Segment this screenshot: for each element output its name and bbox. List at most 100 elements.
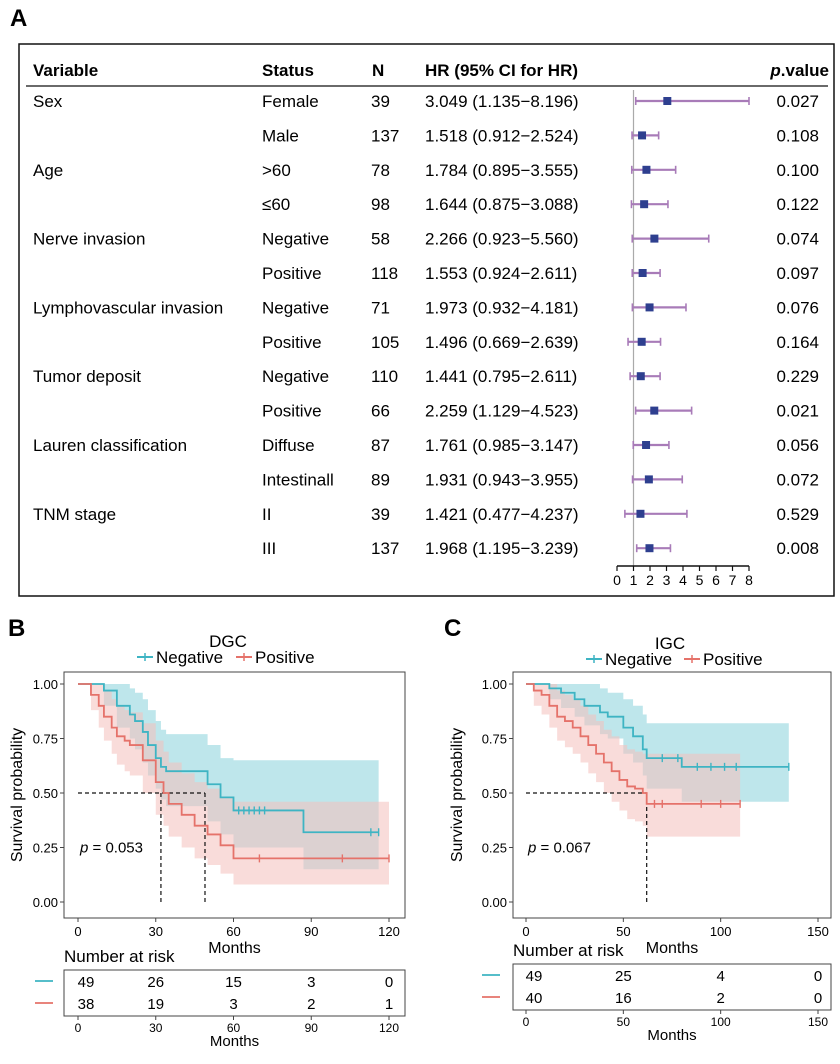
row-pvalue: 0.100 [776, 161, 819, 180]
risk-table-frame [512, 963, 832, 1011]
row-hr-ci: 2.259 (1.129−4.523) [425, 402, 579, 421]
risk-count: 0 [814, 990, 822, 1007]
risk-x-axis-label: Months [647, 1027, 696, 1044]
risk-count: 49 [78, 974, 95, 991]
y-tick-label: 0.75 [33, 732, 58, 747]
row-hr-ci: 1.553 (0.924−2.611) [425, 264, 577, 283]
hr-square [650, 406, 659, 415]
row-variable: Lauren classification [33, 436, 187, 455]
risk-count: 3 [307, 974, 315, 991]
row-n: 89 [371, 470, 390, 489]
row-pvalue: 0.027 [776, 92, 819, 111]
risk-count: 1 [385, 996, 393, 1013]
row-hr-ci: 1.784 (0.895−3.555) [425, 161, 579, 180]
legend-positive-label: Positive [255, 648, 315, 667]
legend-positive-label: Positive [703, 650, 763, 669]
row-hr-ci: 1.931 (0.943−3.955) [425, 470, 579, 489]
forest-axis-tick-label: 2 [646, 572, 654, 588]
forest-axis-tick-label: 7 [729, 572, 737, 588]
y-axis-label: Survival probability [9, 728, 26, 862]
survival-curve-positive [526, 683, 741, 805]
hr-square [642, 165, 651, 174]
risk-x-tick-label: 120 [379, 1021, 399, 1035]
forest-axis-tick-label: 6 [712, 572, 720, 588]
risk-x-tick-label: 60 [227, 1021, 241, 1035]
forest-axis-tick-label: 1 [630, 572, 638, 588]
hr-square [640, 200, 649, 209]
risk-x-tick-label: 90 [305, 1021, 319, 1035]
y-tick-label: 0.50 [33, 786, 58, 801]
hr-square [636, 372, 645, 381]
row-n: 118 [371, 264, 398, 283]
row-status: Positive [262, 264, 322, 283]
legend-negative-label: Negative [605, 650, 672, 669]
row-n: 39 [371, 505, 390, 524]
km-title: IGC [655, 634, 685, 653]
row-variable: Nerve invasion [33, 230, 145, 249]
panel-label-b: B [8, 615, 25, 642]
p-value-text: p = 0.053 [79, 840, 143, 857]
hr-square [637, 337, 646, 346]
hr-square [663, 97, 672, 105]
x-tick-label: 0 [522, 924, 529, 939]
row-hr-ci: 1.761 (0.985−3.147) [425, 436, 579, 455]
hr-square [644, 475, 653, 484]
x-tick-label: 150 [807, 924, 829, 939]
row-status: Positive [262, 402, 322, 421]
row-hr-ci: 1.644 (0.875−3.088) [425, 195, 579, 214]
forest-axis-tick-label: 3 [663, 572, 671, 588]
panel-label-c: C [444, 615, 461, 642]
row-pvalue: 0.122 [776, 195, 819, 214]
y-tick-label: 0.75 [482, 732, 507, 747]
ci-band-positive [78, 684, 389, 885]
forest-rows: Sex Female 39 3.049 (1.135−8.196) 0.027 Male 1… [33, 92, 819, 558]
risk-count: 2 [716, 990, 724, 1007]
x-tick-label: 50 [616, 924, 630, 939]
row-n: 110 [371, 367, 398, 386]
row-variable: Age [33, 161, 63, 180]
row-n: 71 [371, 298, 390, 317]
legend-negative-cross [590, 655, 598, 663]
risk-count: 26 [147, 974, 164, 991]
legend-negative-cross [141, 653, 149, 661]
panel-label-a: A [10, 5, 27, 32]
row-status: Negative [262, 298, 329, 317]
survival-curve-positive [78, 683, 389, 860]
p-value-italic: p [79, 840, 88, 857]
hr-square [636, 509, 645, 518]
hr-square [645, 544, 654, 553]
row-pvalue: 0.021 [776, 402, 819, 421]
risk-table-title: Number at risk [64, 947, 175, 966]
ci-band-positive [526, 684, 741, 837]
y-tick-label: 0.50 [482, 786, 507, 801]
row-n: 137 [371, 126, 399, 145]
row-status: Diffuse [262, 436, 315, 455]
row-n: 58 [371, 230, 390, 249]
row-hr-ci: 3.049 (1.135−8.196) [425, 92, 579, 111]
row-pvalue: 0.108 [776, 126, 819, 145]
row-hr-ci: 1.968 (1.195−3.239) [425, 539, 579, 558]
forest-header: Variable Status N HR (95% CI for HR) p.v… [33, 61, 829, 80]
y-tick-label: 0.25 [33, 841, 58, 856]
row-variable: Tumor deposit [33, 367, 141, 386]
header-hr: HR (95% CI for HR) [425, 61, 578, 80]
y-tick-label: 0.00 [33, 895, 58, 910]
hr-square [650, 234, 659, 243]
risk-count: 25 [615, 968, 632, 985]
row-status: Negative [262, 230, 329, 249]
p-value-number: = 0.053 [88, 840, 143, 857]
hr-square [638, 269, 647, 277]
row-n: 105 [371, 333, 399, 352]
legend-positive-cross [240, 653, 248, 661]
row-status: Intestinall [262, 470, 334, 489]
y-tick-label: 1.00 [482, 677, 507, 692]
risk-x-tick-label: 0 [523, 1015, 530, 1029]
km-title: DGC [209, 632, 247, 651]
row-status: >60 [262, 161, 291, 180]
row-hr-ci: 1.441 (0.795−2.611) [425, 367, 577, 386]
row-pvalue: 0.164 [776, 333, 819, 352]
